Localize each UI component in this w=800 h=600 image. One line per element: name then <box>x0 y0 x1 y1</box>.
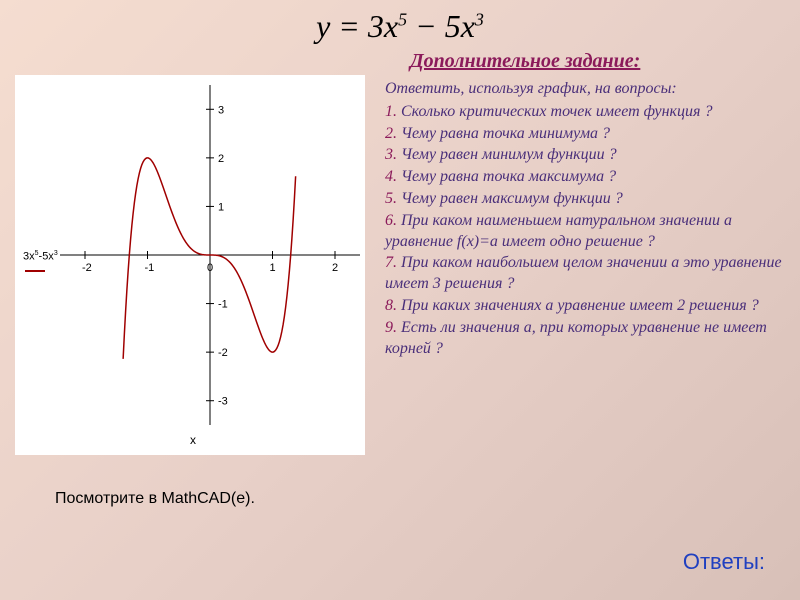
question-item: 6. При каком наименьшем натуральном знач… <box>385 211 785 253</box>
question-number: 7. <box>385 254 397 271</box>
answers-link[interactable]: Ответы: <box>683 549 765 575</box>
question-number: 6. <box>385 212 397 229</box>
questions-list: 1. Сколько критических точек имеет функц… <box>385 102 785 360</box>
svg-text:-2: -2 <box>218 347 228 359</box>
question-item: 3. Чему равен минимум функции ? <box>385 145 785 166</box>
question-text: При каком наименьшем натуральном значени… <box>385 212 732 250</box>
task-title: Дополнительное задание: <box>410 50 785 73</box>
left-panel: 3x5-5x3 -2 -1 0 1 2 -3 -2 -1 1 2 3 x Посмотрите в … <box>15 50 375 508</box>
question-text: Чему равен максимум функции ? <box>397 190 623 207</box>
question-item: 4. Чему равна точка максимума ? <box>385 167 785 188</box>
legend-line <box>25 270 45 272</box>
svg-text:-3: -3 <box>218 396 228 408</box>
equation-formula: y = 3x5 − 5x3 <box>0 0 800 45</box>
question-number: 3. <box>385 146 397 163</box>
question-item: 1. Сколько критических точек имеет функц… <box>385 102 785 123</box>
question-text: При каком наибольшем целом значении а эт… <box>385 254 782 292</box>
main-content: 3x5-5x3 -2 -1 0 1 2 -3 -2 -1 1 2 3 x Посмотрите в … <box>0 45 800 513</box>
question-item: 5. Чему равен максимум функции ? <box>385 189 785 210</box>
question-text: Сколько критических точек имеет функция … <box>397 103 712 120</box>
question-item: 7. При каком наибольшем целом значении а… <box>385 253 785 295</box>
question-number: 2. <box>385 125 397 142</box>
chart-container: 3x5-5x3 -2 -1 0 1 2 -3 -2 -1 1 2 3 x <box>15 75 365 455</box>
right-panel: Дополнительное задание: Ответить, исполь… <box>375 50 785 508</box>
question-text: При каких значениях а уравнение имеет 2 … <box>397 297 759 314</box>
question-number: 1. <box>385 103 397 120</box>
question-item: 2. Чему равна точка минимума ? <box>385 124 785 145</box>
x-axis-label: x <box>190 433 196 447</box>
question-text: Есть ли значения а, при которых уравнени… <box>385 319 767 357</box>
question-text: Чему равен минимум функции ? <box>397 146 617 163</box>
y-axis-label: 3x5-5x3 <box>23 250 58 263</box>
question-number: 9. <box>385 319 397 336</box>
question-text: Чему равна точка минимума ? <box>397 125 610 142</box>
svg-text:2: 2 <box>218 153 224 165</box>
question-text: Чему равна точка максимума ? <box>397 168 616 185</box>
svg-text:2: 2 <box>332 262 338 274</box>
svg-text:1: 1 <box>270 262 276 274</box>
chart-caption: Посмотрите в MathCAD(е). <box>55 490 375 508</box>
task-intro: Ответить, используя график, на вопросы: <box>385 79 785 100</box>
svg-text:1: 1 <box>218 201 224 213</box>
svg-text:-2: -2 <box>82 262 92 274</box>
question-item: 9. Есть ли значения а, при которых уравн… <box>385 318 785 360</box>
question-number: 8. <box>385 297 397 314</box>
question-number: 4. <box>385 168 397 185</box>
svg-text:3: 3 <box>218 104 224 116</box>
svg-text:-1: -1 <box>145 262 155 274</box>
svg-text:0: 0 <box>207 262 213 274</box>
question-number: 5. <box>385 190 397 207</box>
question-item: 8. При каких значениях а уравнение имеет… <box>385 296 785 317</box>
svg-text:-1: -1 <box>218 299 228 311</box>
function-chart: -2 -1 0 1 2 -3 -2 -1 1 2 3 <box>60 85 360 425</box>
